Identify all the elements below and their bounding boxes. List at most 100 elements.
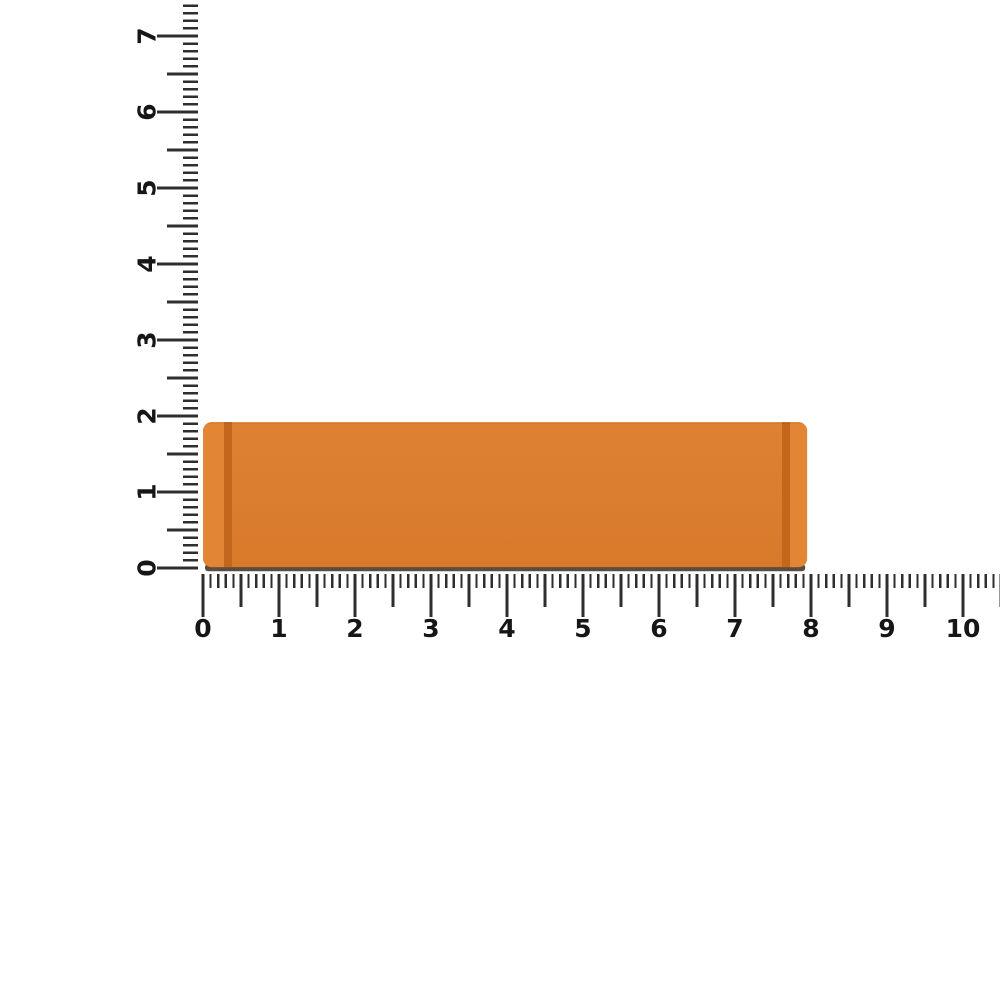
measured-object (203, 422, 808, 572)
h-ruler-tick (414, 574, 417, 588)
h-ruler-tick (665, 574, 668, 588)
h-ruler-tick (361, 574, 364, 588)
h-ruler-tick (315, 574, 319, 607)
h-ruler-tick (878, 574, 881, 588)
h-ruler-tick (840, 574, 843, 588)
h-ruler-tick (277, 574, 281, 617)
v-ruler-tick (183, 422, 198, 425)
v-ruler-tick (183, 156, 198, 159)
h-ruler-tick (232, 574, 235, 588)
h-ruler-tick (475, 574, 478, 588)
v-ruler-tick (167, 300, 198, 304)
v-ruler-tick (183, 399, 198, 403)
h-ruler-tick (331, 574, 334, 588)
object-fill (203, 422, 808, 568)
v-ruler-tick-label: 3 (133, 331, 162, 348)
h-ruler-tick (961, 574, 965, 617)
h-ruler-tick (581, 574, 585, 617)
h-ruler-tick-label: 6 (650, 614, 667, 643)
h-ruler-tick (931, 574, 934, 588)
h-ruler-tick (589, 574, 592, 588)
h-ruler-tick (802, 574, 805, 588)
v-ruler-tick (183, 475, 198, 479)
v-ruler-tick (183, 445, 198, 448)
v-ruler-tick (183, 57, 198, 61)
h-ruler-tick (885, 574, 889, 617)
v-ruler-tick (183, 384, 198, 387)
h-ruler-tick (224, 574, 227, 588)
v-ruler-tick-label: 4 (133, 255, 162, 272)
h-ruler-tick (543, 574, 547, 607)
v-ruler-tick (183, 498, 198, 501)
h-ruler-tick (239, 574, 243, 607)
v-ruler-tick (183, 209, 198, 213)
v-ruler-tick-label: 2 (133, 407, 162, 424)
h-ruler-tick (741, 574, 744, 588)
h-ruler-tick (779, 574, 782, 588)
v-ruler-tick (157, 566, 198, 570)
h-ruler-tick (954, 574, 957, 588)
h-ruler-tick (688, 574, 691, 588)
v-ruler-tick (183, 87, 198, 91)
v-ruler-tick (183, 163, 198, 167)
h-ruler-tick (399, 574, 402, 588)
v-ruler-tick (167, 224, 198, 228)
h-ruler-tick (984, 574, 987, 588)
h-ruler-tick (369, 574, 372, 588)
v-ruler-tick (183, 559, 198, 562)
h-ruler-tick (733, 574, 737, 617)
h-ruler-tick (726, 574, 729, 588)
v-ruler-tick (183, 323, 198, 327)
v-ruler-tick (183, 232, 198, 235)
h-ruler-tick-label: 3 (422, 614, 439, 643)
v-ruler-tick (183, 505, 198, 509)
h-ruler-tick (847, 574, 851, 607)
v-ruler-tick (183, 95, 198, 99)
v-ruler-tick (167, 72, 198, 76)
h-ruler-tick (946, 574, 949, 588)
h-ruler-tick (445, 574, 448, 588)
v-ruler-tick (183, 141, 198, 144)
v-ruler-tick (183, 65, 198, 68)
h-ruler-tick (353, 574, 357, 617)
vertical-ruler: 0 1 2 3 4 5 6 7 (133, 4, 198, 577)
h-ruler-tick (536, 574, 539, 588)
h-ruler-tick (718, 574, 721, 588)
h-ruler-tick (711, 574, 714, 588)
h-ruler-tick (893, 574, 896, 588)
v-ruler-tick-label: 5 (133, 179, 162, 196)
h-ruler-tick (559, 574, 562, 588)
v-ruler-tick (183, 521, 198, 524)
h-ruler-tick (217, 574, 220, 588)
h-ruler-tick (293, 574, 296, 588)
v-ruler-tick (183, 369, 198, 372)
object-right-cap (790, 422, 808, 568)
h-ruler-tick (817, 574, 820, 588)
v-ruler-tick (183, 513, 198, 517)
v-ruler-tick (183, 125, 198, 129)
v-ruler-tick (183, 460, 198, 463)
v-ruler-tick (183, 270, 198, 273)
v-ruler-tick (183, 103, 198, 106)
h-ruler-tick (764, 574, 767, 588)
h-ruler-tick (787, 574, 790, 588)
v-ruler-tick (183, 315, 198, 319)
h-ruler-tick (771, 574, 775, 607)
v-ruler-tick (167, 148, 198, 152)
h-ruler-tick (338, 574, 341, 588)
v-ruler-tick (183, 391, 198, 395)
v-ruler-tick (183, 19, 198, 23)
h-ruler-tick-label: 9 (878, 614, 895, 643)
v-ruler-tick (183, 536, 198, 539)
h-ruler-tick (262, 574, 265, 588)
v-ruler-tick (183, 42, 198, 45)
v-ruler-tick (183, 543, 198, 547)
h-ruler-tick (855, 574, 858, 588)
h-ruler-tick (528, 574, 531, 588)
h-ruler-tick-label: 0 (194, 614, 211, 643)
v-ruler-tick-label: 7 (133, 27, 162, 44)
h-ruler-tick (870, 574, 873, 588)
v-ruler-tick (183, 331, 198, 334)
v-ruler-tick (157, 414, 198, 418)
